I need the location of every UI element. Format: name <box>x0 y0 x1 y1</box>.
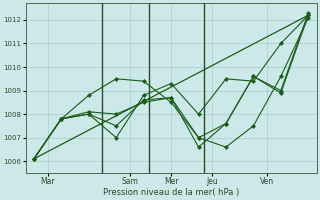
X-axis label: Pression niveau de la mer( hPa ): Pression niveau de la mer( hPa ) <box>103 188 239 197</box>
